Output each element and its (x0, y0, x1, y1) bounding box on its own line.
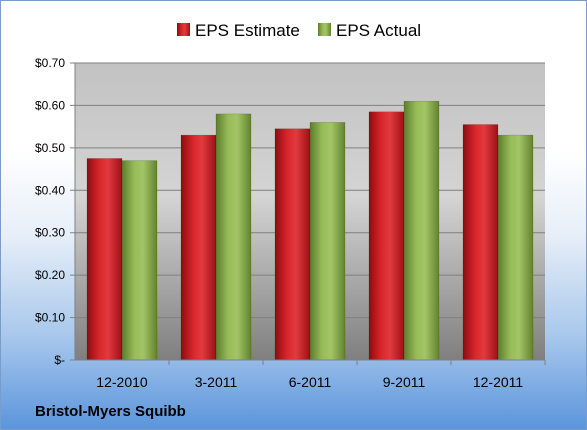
estimate-bar (86, 158, 123, 361)
actual-bar (309, 122, 346, 361)
x-tick-label: 3-2011 (195, 374, 238, 390)
y-tick-label: $0.30 (35, 226, 65, 240)
actual-bar (403, 100, 440, 361)
legend: EPS Estimate EPS Actual (177, 21, 421, 40)
y-tick-label: $- (54, 353, 65, 367)
legend-label-estimate: EPS Estimate (195, 21, 300, 40)
estimate-bar (368, 111, 405, 361)
legend-swatch-actual (318, 23, 331, 36)
actual-bar (497, 134, 534, 361)
y-tick-label: $0.70 (35, 56, 65, 70)
company-name: Bristol-Myers Squibb (35, 403, 186, 420)
legend-swatch-estimate (177, 23, 190, 36)
estimate-bar (462, 124, 499, 361)
x-axis: 12-2010 3-2011 6-2011 9-2011 12-2011 (75, 359, 546, 390)
y-tick-label: $0.20 (35, 268, 65, 282)
y-tick-label: $0.60 (35, 98, 65, 112)
y-tick-label: $0.40 (35, 183, 65, 197)
actual-bar (215, 113, 252, 361)
actual-bar (121, 160, 158, 361)
x-tick-label: 12-2011 (473, 374, 524, 390)
estimate-bar (180, 134, 217, 361)
x-tick-label: 9-2011 (383, 374, 426, 390)
legend-label-actual: EPS Actual (336, 21, 421, 40)
y-axis: $- $0.10 $0.20 $0.30 $0.40 $0.50 $0.60 $0.70 (35, 56, 76, 367)
y-tick-label: $0.10 (35, 311, 65, 325)
x-tick-label: 12-2010 (96, 374, 148, 390)
estimate-bar (274, 128, 311, 361)
y-tick-label: $0.50 (35, 141, 65, 155)
bars (86, 100, 534, 361)
x-tick-label: 6-2011 (289, 374, 332, 390)
